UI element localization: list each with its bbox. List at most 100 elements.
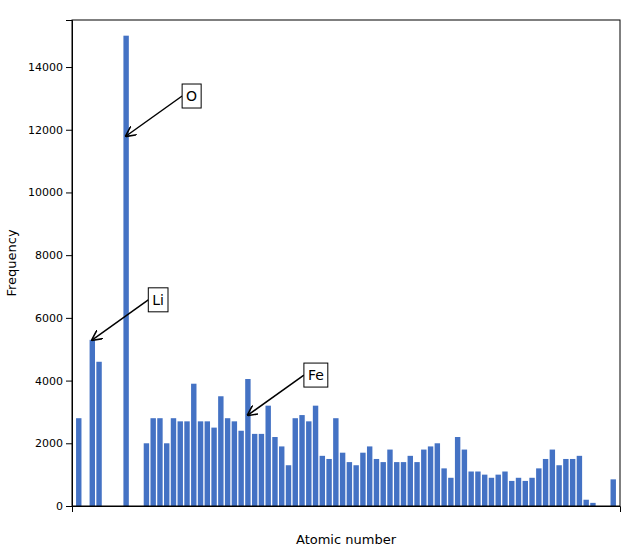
bar — [144, 443, 149, 506]
bar — [211, 428, 216, 506]
bar — [340, 453, 345, 506]
bar — [353, 465, 358, 506]
y-tick-label: 14000 — [28, 61, 63, 74]
y-tick-mark — [66, 130, 72, 131]
bar — [611, 479, 616, 506]
bar — [536, 468, 541, 506]
annotation: Li — [92, 288, 168, 340]
bar — [529, 478, 534, 506]
bar — [76, 418, 81, 506]
bar — [381, 462, 386, 506]
annotation-arrow — [126, 96, 182, 136]
y-tick: 4000 — [35, 375, 72, 388]
bar — [489, 478, 494, 506]
bar — [502, 472, 507, 506]
bar — [455, 437, 460, 506]
y-tick: 8000 — [35, 249, 72, 262]
bar — [543, 459, 548, 506]
y-axis: 02000400060008000100001200014000 — [28, 21, 73, 514]
bar — [279, 446, 284, 506]
y-axis-title: Frequency — [4, 229, 19, 296]
x-axis — [73, 507, 621, 513]
bar — [468, 472, 473, 506]
bar — [326, 459, 331, 506]
bar — [245, 379, 250, 506]
bar — [448, 478, 453, 506]
bar — [306, 421, 311, 506]
bar — [570, 459, 575, 506]
annotation-text: Li — [152, 292, 164, 308]
bar — [428, 446, 433, 506]
y-tick-mark — [66, 67, 72, 68]
bar — [462, 450, 467, 506]
bar — [272, 437, 277, 506]
y-tick: 12000 — [28, 124, 72, 137]
y-tick-mark — [66, 443, 72, 444]
bar — [475, 472, 480, 506]
bar — [90, 340, 95, 506]
bars — [76, 36, 616, 506]
bar — [293, 418, 298, 506]
y-tick-label: 4000 — [35, 375, 63, 388]
bar — [414, 462, 419, 506]
bar — [435, 443, 440, 506]
y-tick-mark — [66, 381, 72, 382]
annotation-text: O — [186, 88, 197, 104]
bar — [252, 434, 257, 506]
annotations: O Li Fe — [92, 84, 328, 415]
y-tick: 2000 — [35, 437, 72, 450]
annotation-arrow — [92, 300, 148, 340]
bar — [583, 500, 588, 506]
bar — [265, 406, 270, 506]
annotation-text: Fe — [308, 367, 324, 383]
bar — [577, 456, 582, 506]
y-tick-mark — [66, 192, 72, 193]
bar — [401, 462, 406, 506]
annotation-box — [304, 363, 328, 387]
y-tick-label: 8000 — [35, 249, 63, 262]
bar — [299, 415, 304, 506]
bar — [367, 446, 372, 506]
bar — [482, 475, 487, 506]
x-axis-line — [73, 507, 621, 513]
bar — [496, 475, 501, 506]
bar — [191, 384, 196, 506]
x-axis-title: Atomic number — [296, 532, 397, 547]
y-tick-label: 12000 — [28, 124, 63, 137]
annotation-box — [148, 288, 168, 312]
bar — [333, 418, 338, 506]
bar — [218, 396, 223, 506]
y-axis-line — [66, 21, 73, 507]
bar — [516, 478, 521, 506]
bar — [184, 421, 189, 506]
bar — [523, 481, 528, 506]
bar — [205, 421, 210, 506]
y-tick: 6000 — [35, 312, 72, 325]
bar — [347, 462, 352, 506]
bar — [232, 421, 237, 506]
bar — [374, 459, 379, 506]
annotation: O — [126, 84, 201, 136]
bar — [238, 431, 243, 506]
y-tick-label: 2000 — [35, 437, 63, 450]
bar — [150, 418, 155, 506]
annotation-box — [182, 84, 201, 108]
bar — [387, 450, 392, 506]
bar — [441, 468, 446, 506]
bar — [225, 418, 230, 506]
bar — [313, 406, 318, 506]
y-tick-mark — [66, 506, 72, 507]
bar — [556, 465, 561, 506]
bar — [509, 481, 514, 506]
y-tick: 10000 — [28, 186, 72, 199]
y-tick-mark — [66, 255, 72, 256]
bar — [171, 418, 176, 506]
bar — [563, 459, 568, 506]
bar — [320, 456, 325, 506]
plot: 02000400060008000100001200014000OLiFe — [28, 20, 621, 513]
bar — [198, 421, 203, 506]
y-tick-label: 10000 — [28, 186, 63, 199]
bar — [123, 36, 128, 506]
bar — [408, 456, 413, 506]
bar — [259, 434, 264, 506]
